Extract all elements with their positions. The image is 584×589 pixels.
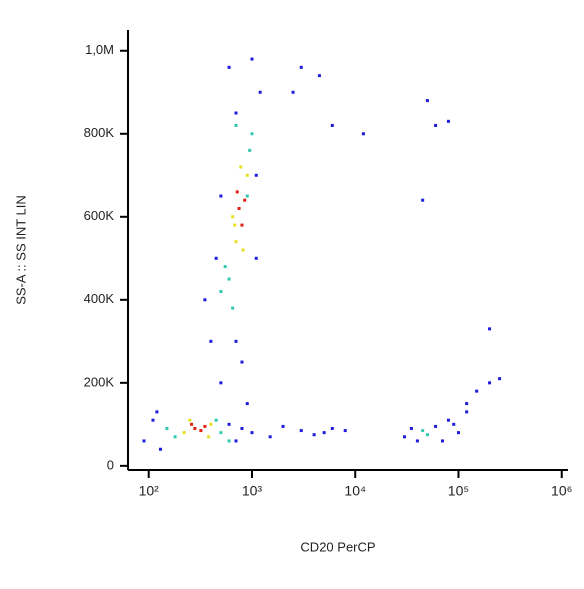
point [250,431,254,435]
point [227,277,231,281]
y-tick-label: 400K [84,291,115,306]
point [291,90,295,94]
point [248,148,252,152]
point [219,290,223,294]
point [299,429,303,433]
y-tick-label: 800K [84,125,115,140]
point [233,223,237,227]
y-tick-label: 200K [84,374,115,389]
point [239,165,243,169]
point [241,248,245,252]
point [219,381,223,385]
point [299,65,303,69]
x-tick-label: 10⁶ [551,483,572,499]
point [223,265,227,269]
point [209,422,213,426]
x-tick-label: 10⁵ [448,483,469,499]
point [199,429,203,433]
point [465,410,469,414]
point [446,119,450,123]
point [142,439,146,443]
point [193,426,197,430]
point [151,418,155,422]
point [234,240,238,244]
point [415,439,419,443]
point [465,402,469,406]
point [254,256,258,260]
point [240,426,244,430]
point [425,99,429,103]
point [234,111,238,115]
point [207,435,211,439]
point [440,439,444,443]
point [235,190,239,194]
point [214,418,218,422]
point [409,426,413,430]
point [452,422,456,426]
point [281,424,285,428]
point [209,339,213,343]
point [234,123,238,127]
point [475,389,479,393]
x-tick-label: 10² [139,483,160,499]
point [245,194,249,198]
point [245,173,249,177]
point [219,194,223,198]
point [173,435,177,439]
point [425,433,429,437]
point [231,215,235,219]
x-axis-title: CD20 PerCP [300,539,375,554]
point [227,422,231,426]
point [231,306,235,310]
point [155,410,159,414]
point [188,418,192,422]
y-axis-title: SS-A :: SS INT LIN [13,195,28,305]
point [250,132,254,136]
point [234,339,238,343]
point [498,377,502,381]
y-tick-label: 1,0M [85,42,114,57]
point [227,65,231,69]
point [434,123,438,127]
point [203,298,207,302]
point [421,198,425,202]
point [158,447,162,451]
point [268,435,272,439]
point [240,360,244,364]
point [234,439,238,443]
point [317,74,321,78]
y-tick-label: 600K [84,208,115,223]
point [245,402,249,406]
point [330,426,334,430]
point [243,198,247,202]
point [254,173,258,177]
x-tick-label: 10⁴ [344,483,366,499]
point [343,429,347,433]
point [227,439,231,443]
point [219,431,223,435]
point [190,422,194,426]
point [165,426,169,430]
point [330,123,334,127]
point [434,424,438,428]
point [322,431,326,435]
point [488,381,492,385]
point [258,90,262,94]
point [361,132,365,136]
point [402,435,406,439]
point [250,57,254,61]
point [214,256,218,260]
point [203,424,207,428]
point [446,418,450,422]
point [240,223,244,227]
point [488,327,492,331]
point [456,431,460,435]
x-tick-label: 10³ [242,483,263,499]
point [237,206,241,210]
point [312,433,316,437]
point [421,429,425,433]
y-tick-label: 0 [107,457,114,472]
point [182,431,186,435]
